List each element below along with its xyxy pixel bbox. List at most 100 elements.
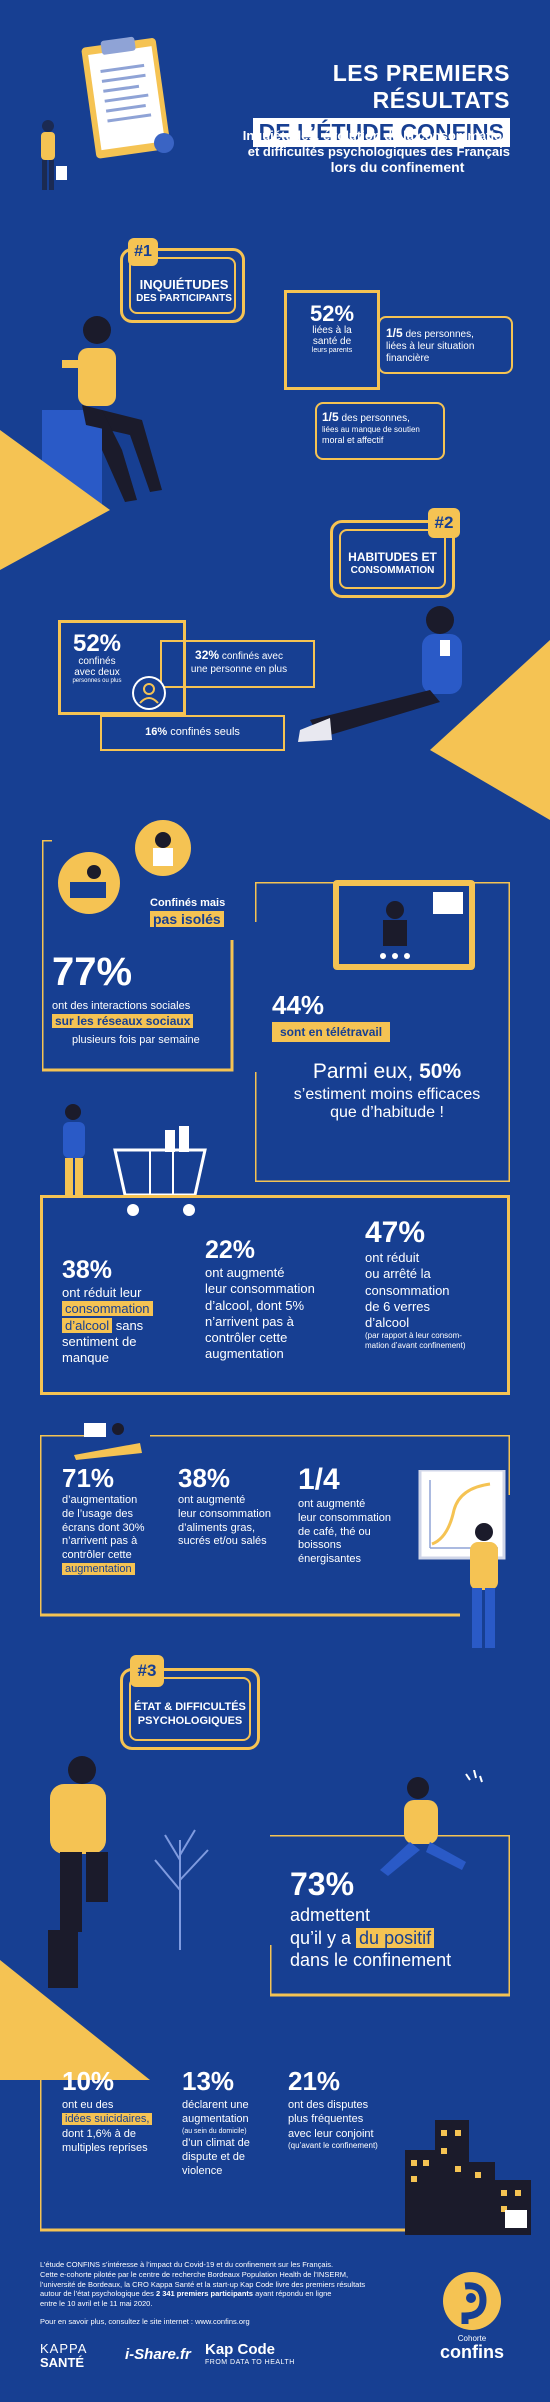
section2-stat3: 16% confinés seuls	[100, 726, 285, 738]
footer-p4-bold: 2 341 premiers participants	[155, 2289, 254, 2299]
section1-stat2: 1/5 des personnes, liées à leur situatio…	[386, 326, 508, 365]
section3-title: ÉTAT & DIFFICULTÉS PSYCHOLOGIQUES	[126, 1700, 254, 1729]
social-line1: ont des interactions sociales	[52, 1000, 191, 1012]
decor-triangle-right	[420, 640, 550, 820]
section2-title-line-1: HABITUDES ET	[348, 550, 437, 564]
section1-stat1-line1: liées à la	[312, 325, 352, 336]
screens-s3-value: 1/4	[298, 1463, 340, 1496]
section2-stat2-text: confinés avec	[221, 651, 283, 662]
section3-number-badge: #3	[130, 1655, 164, 1687]
social-value: 77%	[52, 950, 133, 994]
phone-person-illustration	[135, 820, 191, 876]
section2-title-line-2: CONSOMMATION	[350, 565, 435, 576]
screens-s3-line4: boissons	[298, 1539, 342, 1552]
decor-triangle-left	[0, 430, 110, 570]
alcohol-s1-line5: manque	[62, 1350, 109, 1365]
screens-s2-line3: d’aliments gras,	[178, 1521, 256, 1534]
psych-stat1: 10% ont eu des idées suicidaires, dont 1…	[62, 2068, 174, 2155]
section1-stat1-line3: leurs parents	[311, 347, 353, 354]
section1-title: INQUIÉTUDES DES PARTICIPANTS	[128, 277, 240, 306]
logo-kappa-line2: SANTÉ	[40, 2354, 85, 2370]
logo-kapcode: Kap Code FROM DATA TO HEALTH	[205, 2341, 295, 2366]
screens-s2-line1: ont augmenté	[178, 1494, 246, 1506]
screens-s1-hl: augmentation	[62, 1562, 135, 1575]
alcohol-s2-value: 22%	[205, 1236, 256, 1264]
logo-confins-text: confins	[439, 2342, 504, 2362]
footer-more-link[interactable]: Pour en savoir plus, consultez le site i…	[40, 2316, 250, 2326]
social-frame	[40, 838, 237, 1075]
social-tag-line2: pas isolés	[150, 911, 224, 928]
psych-s3-line1: ont des disputes	[288, 2099, 369, 2111]
screens-s2-line2: leur consommation	[178, 1507, 271, 1520]
social-tag: Confinés mais pas isolés	[150, 897, 260, 929]
section1-stat3-line3: moral et affectif	[322, 434, 384, 445]
alcohol-s1-hl1: consommation	[62, 1301, 153, 1317]
screens-s1-line3: écrans dont 30%	[62, 1521, 145, 1534]
positive-value: 73%	[290, 1866, 355, 1902]
subtitle-line-2: et difficultés psychologiques des França…	[247, 143, 510, 159]
alcohol-s3-value: 47%	[365, 1216, 426, 1249]
section2-stat2: 32% confinés avec une personne en plus	[165, 648, 313, 676]
alcohol-s2-line2: leur consommation	[205, 1281, 315, 1297]
telework-line1-value: 50%	[419, 1060, 462, 1083]
psych-stat2: 13% déclarent une augmentation (au sein …	[182, 2068, 282, 2179]
section2-number: #2	[434, 513, 454, 532]
logo-ishare: i-Share.fr	[125, 2346, 191, 2363]
section1-stat1-value: 52%	[309, 301, 355, 326]
positive-stat: 73% admettent qu’il y a du positif dans …	[290, 1868, 505, 1972]
alcohol-s3-line2: ou arrêté la	[365, 1266, 431, 1282]
social-stat: 77% ont des interactions sociales sur le…	[52, 952, 237, 1046]
psych-s1-line3: multiples reprises	[62, 2141, 148, 2154]
alcohol-stat1: 38% ont réduit leur consommation d’alcoo…	[62, 1258, 187, 1366]
psych-s3-line3: avec leur conjoint	[288, 2127, 374, 2140]
woman-whiteboard-illustration	[418, 1468, 518, 1655]
psych-s2-line4: dispute et de	[182, 2150, 245, 2163]
shopping-cart-illustration	[55, 1100, 225, 1220]
logo-confins: Cohorte confins	[432, 2272, 512, 2382]
social-line3: plusieurs fois par semaine	[72, 1034, 200, 1046]
logo-kappa-sante: KAPPA SANTÉ	[40, 2342, 87, 2369]
section2-stat3-text: confinés seuls	[170, 726, 240, 738]
alcohol-s1-value: 38%	[62, 1256, 113, 1284]
psych-s2-value: 13%	[182, 2066, 235, 2096]
reclining-person-laptop-illustration	[70, 1415, 150, 1460]
social-tag-line1: Confinés mais	[150, 897, 226, 909]
section3-title-line-2: PSYCHOLOGIQUES	[137, 1715, 243, 1728]
alcohol-s1-line3: sans	[115, 1317, 144, 1333]
psych-s2-line1: déclarent une	[182, 2099, 249, 2111]
telework-line3: que d’habitude !	[330, 1104, 444, 1121]
section2-stat2-line2: une personne en plus	[190, 663, 288, 675]
section2-stat1-line1: confinés	[78, 656, 116, 667]
positive-line3: dans le confinement	[290, 1950, 452, 1970]
psych-s1-line1: ont eu des	[62, 2099, 114, 2111]
laptop-person-illustration	[58, 852, 120, 914]
section1-number: #1	[134, 243, 152, 260]
section2-stat3-value: 16%	[145, 726, 168, 738]
telework-label-box: sont en télétravail	[272, 1022, 391, 1042]
title-line-1: LES PREMIERS RÉSULTATS	[332, 60, 510, 113]
alcohol-s3-line1: ont réduit	[365, 1250, 420, 1265]
psych-s2-line5: violence	[182, 2165, 223, 2178]
screens-s3-line3: de café, thé ou	[298, 1525, 371, 1538]
alcohol-s3-note2: mation d’avant confinement)	[365, 1341, 466, 1351]
positive-line1: admettent	[290, 1905, 371, 1925]
city-buildings-illustration	[405, 2110, 535, 2235]
logo-kapcode-text: Kap Code	[205, 2341, 276, 2358]
sad-man-illustration	[20, 1740, 130, 1990]
section2-stat1-value: 52%	[72, 630, 122, 657]
section2-title: HABITUDES ET CONSOMMATION	[335, 550, 450, 578]
video-call-illustration	[333, 880, 475, 970]
subtitle-line-1: Inquiétudes, évolution de la consommatio…	[242, 128, 510, 143]
screens-stat1: 71% d’augmentation de l’usage des écrans…	[62, 1465, 172, 1577]
section2-stat1-line2: avec deux	[74, 667, 120, 678]
subtitle-line-3: lors du confinement	[330, 159, 465, 176]
logo-confins-small: Cohorte	[457, 2334, 487, 2343]
footer-p4-suffix: ayant répondu en ligne	[255, 2289, 332, 2299]
section2-stats-box	[58, 620, 186, 715]
telework-line2: s’estiment moins efficaces	[293, 1086, 481, 1103]
alcohol-stat2: 22% ont augmenté leur consommation d’alc…	[205, 1238, 350, 1363]
alcohol-s3-note1: (par rapport à leur consom-	[365, 1331, 462, 1341]
alcohol-s2-line5: contrôler cette	[205, 1330, 288, 1345]
woman-with-phone-illustration	[290, 590, 490, 750]
